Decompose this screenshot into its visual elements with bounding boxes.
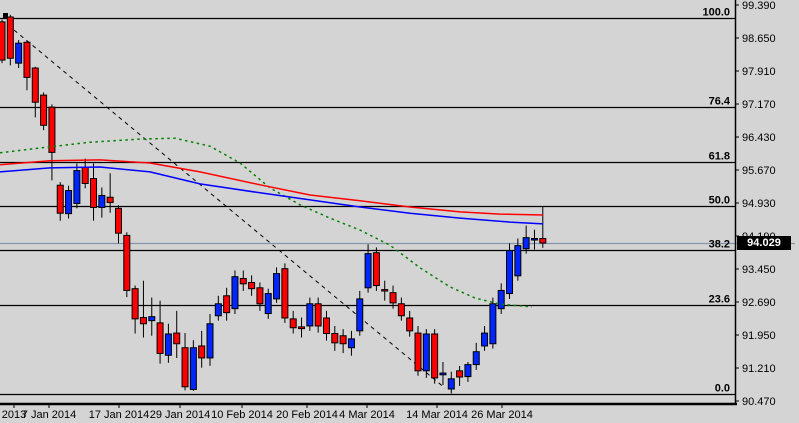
price-tick-label: 96.430 — [742, 132, 776, 144]
price-tick-label: 93.450 — [742, 264, 776, 276]
date-tick-label: 7 Jan 2014 — [22, 409, 76, 421]
axes — [0, 0, 739, 408]
current-price-badge: 94.029 — [737, 236, 791, 250]
date-tick-label: 10 Feb 2014 — [211, 409, 273, 421]
fibonacci-retracement-lines — [0, 17, 735, 396]
descending-trendline — [7, 24, 446, 389]
fib-label: 100.0 — [702, 7, 730, 19]
fib-label: 61.8 — [709, 151, 730, 163]
price-tick-label: 97.910 — [742, 66, 776, 78]
fib-anchor-marker[interactable] — [3, 13, 8, 18]
date-tick-label: 4 Mar 2014 — [339, 409, 395, 421]
fib-label: 38.2 — [709, 239, 730, 251]
fibonacci-level-labels: 100.0 76.4 61.8 50.0 38.2 23.6 0.0 — [702, 7, 730, 395]
price-tick-label: 90.470 — [742, 396, 776, 408]
fib-label: 76.4 — [709, 96, 731, 108]
price-tick-label: 99.390 — [742, 0, 776, 12]
price-tick-label: 95.670 — [742, 165, 776, 177]
price-tick-label: 94.930 — [742, 198, 776, 210]
price-tick-label: 91.210 — [742, 363, 776, 375]
fib-label: 50.0 — [709, 195, 730, 207]
price-tick-label: 97.170 — [742, 99, 776, 111]
price-tick-label: 91.950 — [742, 330, 776, 342]
date-tick-label: 26 Mar 2014 — [471, 409, 533, 421]
ma-slow-blue — [0, 166, 544, 225]
date-tick-label: 17 Jan 2014 — [89, 409, 150, 421]
price-tick-label: 98.650 — [742, 33, 776, 45]
date-tick-label: 14 Mar 2014 — [406, 409, 468, 421]
ma-fast-red — [0, 159, 544, 216]
price-tick-label: 92.690 — [742, 297, 776, 309]
fib-label: 23.6 — [709, 294, 730, 306]
ma-long-green-dotted — [0, 137, 533, 308]
candlesticks — [0, 14, 547, 394]
price-axis-labels: 99.390 98.650 97.910 97.170 96.430 95.670 94.9… — [742, 0, 776, 408]
date-tick-label: 29 Jan 2014 — [150, 409, 211, 421]
date-tick-label: 2013 — [2, 409, 26, 421]
fib-label: 0.0 — [715, 383, 730, 395]
moving-average-lines — [0, 137, 544, 308]
date-tick-label: 20 Feb 2014 — [276, 409, 338, 421]
